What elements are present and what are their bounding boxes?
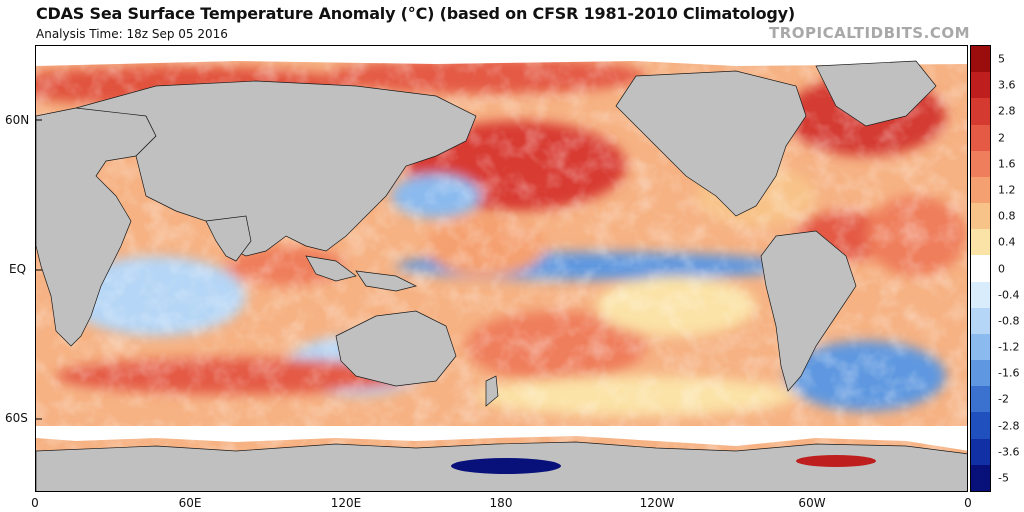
colorbar-swatch — [971, 307, 990, 334]
weddell-anomaly — [796, 455, 876, 467]
lon-label-60e: 60E — [178, 496, 202, 510]
colorbar-label: 2 — [998, 131, 1005, 145]
colorbar-label: -1.6 — [998, 366, 1020, 380]
analysis-time: Analysis Time: 18z Sep 05 2016 — [36, 27, 228, 41]
sea-ice — [36, 46, 967, 451]
colorbar-label: -0.4 — [998, 288, 1020, 302]
lon-label-0-east: 0 — [964, 496, 972, 510]
lat-label-60n: 60N — [5, 113, 30, 127]
colorbar-label: -0.8 — [998, 314, 1020, 328]
colorbar-swatch — [971, 360, 990, 387]
colorbar-label: 3.6 — [998, 78, 1016, 92]
colorbar-label: 0.4 — [998, 235, 1016, 249]
colorbar-label: 5 — [998, 52, 1005, 66]
colorbar-label: -2 — [998, 392, 1009, 406]
colorbar-swatch — [971, 46, 990, 73]
colorbar-swatch — [971, 333, 990, 361]
colorbar-swatch — [971, 464, 990, 491]
ross-sea-anomaly — [451, 458, 561, 474]
colorbar-label: 2.8 — [998, 104, 1016, 118]
colorbar-swatch — [971, 281, 990, 308]
colorbar-swatch — [971, 438, 990, 465]
lon-label-120w: 120W — [639, 496, 675, 510]
lon-label-120e: 120E — [330, 496, 362, 510]
colorbar-label: -2.8 — [998, 419, 1020, 433]
gridlines — [36, 119, 42, 420]
colorbar-label: 1.6 — [998, 157, 1016, 171]
colorbar-label: -5 — [998, 471, 1009, 485]
colorbar-swatch — [971, 412, 990, 439]
land — [36, 60, 967, 491]
colorbar-swatch — [971, 124, 990, 151]
colorbar-swatch — [971, 255, 990, 282]
colorbar-swatch — [971, 72, 990, 99]
lat-label-60s: 60S — [5, 411, 28, 425]
brand-watermark: TROPICALTIDBITS.COM — [769, 24, 970, 42]
colorbar-label: -3.6 — [998, 445, 1020, 459]
colorbar-swatch — [971, 98, 990, 125]
lat-label-eq: EQ — [9, 262, 27, 276]
colorbar-label: -1.2 — [998, 340, 1020, 354]
colorbar-swatch — [971, 386, 990, 413]
colorbar-swatch — [971, 229, 990, 256]
lon-label-60w: 60W — [798, 496, 826, 510]
colorbar-label: 0 — [998, 262, 1005, 275]
colorbar — [970, 45, 991, 492]
chart-title: CDAS Sea Surface Temperature Anomaly (°C… — [36, 4, 795, 23]
lon-label-180: 180 — [489, 496, 513, 510]
sst-anomaly-map — [35, 45, 968, 492]
colorbar-swatch — [971, 203, 990, 230]
lon-label-0: 0 — [31, 496, 39, 510]
colorbar-label: 1.2 — [998, 183, 1016, 197]
colorbar-swatch — [971, 150, 990, 177]
colorbar-label: 0.8 — [998, 209, 1016, 223]
colorbar-swatch — [971, 176, 990, 204]
